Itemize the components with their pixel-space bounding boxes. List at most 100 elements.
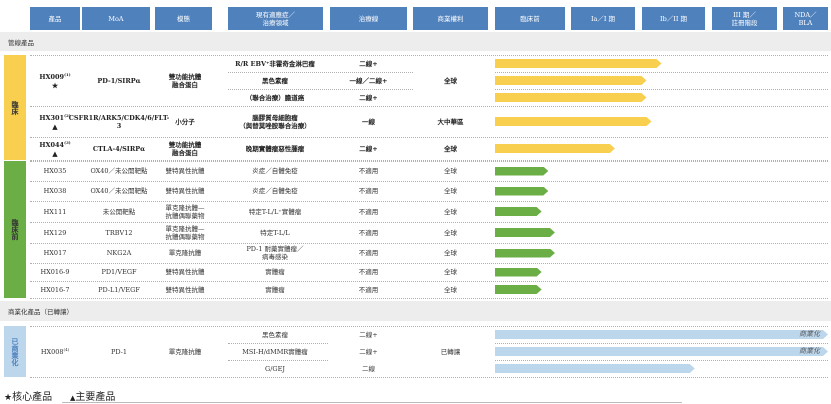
core-product-star-icon: ★	[51, 80, 59, 90]
product-code: HX044	[39, 141, 65, 150]
bar-divider	[495, 72, 828, 73]
indication-cell: G/GEJ	[265, 364, 285, 373]
bar-label: 商業化	[799, 330, 820, 338]
indication-divider	[228, 343, 328, 344]
column-header: 臨床前	[495, 7, 565, 30]
product-name: HX044(3) ▲	[30, 137, 80, 160]
moa-cell: PD1/VEGF	[101, 268, 137, 276]
column-header: NDA／ BLA	[783, 7, 828, 30]
rights-cell: 全球	[444, 76, 457, 85]
row-divider	[30, 222, 828, 223]
row-divider	[30, 298, 828, 299]
column-header: Ib／II 期	[642, 7, 705, 30]
clinical-progress-bar	[495, 76, 647, 85]
indication-cell: 特定T-L/L	[260, 228, 290, 237]
product-name: HX017	[30, 243, 80, 263]
commercialized-stage-label: 已商業化	[4, 326, 26, 377]
indication-cell: 實體瘤	[265, 268, 285, 276]
clinical-stage-label: 臨床	[4, 55, 26, 160]
footnote-ref: (1)	[64, 72, 71, 78]
column-header: 模態	[155, 7, 212, 30]
column-header: Ia／I 期	[571, 7, 635, 30]
product-code: HX301	[39, 114, 65, 123]
moa-cell: CSFR1R/ARK5/CDK4/6/FLT-3	[68, 113, 170, 130]
modality-cell: 雙特異性抗體	[165, 268, 205, 276]
clinical-progress-bar	[495, 93, 647, 102]
indication-cell: 特定T-L/L⁺實體瘤	[248, 207, 302, 216]
indication-cell: 晚期實體瘤惡性腫瘤	[245, 144, 305, 153]
preclinical-progress-bar	[495, 228, 555, 237]
preclinical-progress-bar	[495, 207, 542, 216]
moa-cell: PD-1	[110, 347, 128, 356]
indication-cell: 實體瘤	[265, 285, 285, 294]
modality-cell: 雙特異性抗體	[165, 167, 205, 175]
treatment-line-cell: 不適用	[358, 268, 379, 276]
rights-cell: 全球	[444, 249, 457, 257]
indication-divider	[228, 360, 328, 361]
commercialized-progress-bar: 商業化	[495, 330, 828, 339]
modality-cell: 單克隆抗體	[168, 347, 202, 356]
legend-label: 核心產品	[12, 392, 53, 403]
modality-cell: 雙功能抗體 融合蛋白	[168, 72, 202, 89]
product-name: HX129	[30, 222, 80, 243]
modality-cell: 雙特異性抗體	[165, 187, 205, 195]
bar-divider	[495, 343, 828, 344]
modality-cell: 雙功能抗體 融合蛋白	[168, 140, 202, 157]
preclinical-progress-bar	[495, 167, 548, 176]
commercialized-progress-bar: 商業化	[495, 347, 828, 356]
commercialized-progress-bar	[495, 364, 695, 373]
product-code: HX016-9	[40, 268, 70, 276]
column-header: III 期／ 註冊階段	[712, 7, 777, 30]
modality-cell: 單克隆抗體	[168, 249, 202, 257]
product-label: HX301(2)	[39, 112, 70, 122]
rights-cell: 全球	[444, 144, 457, 153]
legend-item: ★核心產品	[4, 388, 52, 403]
column-header: MoA	[82, 7, 150, 30]
treatment-line-cell: 不適用	[358, 167, 379, 175]
preclinical-stage-label: 臨床前	[4, 161, 26, 298]
treatment-line-cell: 二線+	[359, 330, 378, 339]
bar-label: 商業化	[799, 347, 820, 355]
treatment-line-cell: 不適用	[358, 285, 379, 294]
product-code: HX016-7	[40, 285, 70, 294]
footnote-ref: (4)	[63, 347, 70, 353]
indication-cell: MSI-H/dMMR實體瘤	[242, 347, 308, 356]
moa-cell: NKG2A	[106, 249, 132, 257]
product-label: HX008(4)	[41, 346, 69, 356]
modality-cell: 雙特異性抗體	[165, 285, 205, 294]
treatment-line-cell: 二線+	[359, 144, 378, 153]
moa-cell: OX40／未公開靶點	[90, 167, 148, 175]
modality-cell: 單克隆抗體— 抗體偶聯藥物	[165, 224, 205, 241]
product-label: HX009(1)	[39, 71, 70, 81]
modality-cell: 小分子	[175, 117, 195, 126]
footnote-ref: (2)	[64, 113, 71, 119]
triangle-icon: ▲	[70, 394, 76, 402]
section-commercial-band: 商業化產品（已轉讓）	[0, 301, 831, 321]
row-divider	[30, 326, 828, 327]
section-pipeline-band: 管線產品	[0, 32, 831, 51]
indication-cell: 腦膠質母細胞瘤 （與替莫唑胺聯合治療）	[239, 113, 311, 130]
product-name: HX035	[30, 161, 80, 181]
legend-underline	[62, 402, 682, 403]
treatment-line-cell: 不適用	[358, 187, 379, 195]
indication-cell: （聯合治療）膽道癌	[245, 93, 305, 102]
indication-cell: 黑色素瘤	[262, 330, 288, 339]
modality-cell: 單克隆抗體— 抗體偶聯藥物	[165, 203, 205, 220]
moa-cell: TRBV12	[105, 228, 133, 237]
row-divider	[30, 137, 828, 138]
row-divider	[30, 377, 828, 378]
row-divider	[30, 55, 828, 56]
clinical-progress-bar	[495, 59, 662, 68]
treatment-line-cell: 不適用	[358, 228, 379, 237]
product-code: HX009	[39, 73, 65, 82]
key-product-triangle-icon: ▲	[52, 148, 58, 158]
bar-divider	[495, 360, 828, 361]
treatment-line-cell: 二線+	[359, 93, 378, 102]
preclinical-progress-bar	[495, 285, 542, 294]
rights-cell: 全球	[444, 207, 457, 216]
treatment-line-cell: 一線	[362, 117, 375, 126]
product-name: HX016-9	[30, 263, 80, 281]
bar-divider	[495, 89, 828, 90]
footnote-ref: (3)	[64, 140, 71, 146]
preclinical-progress-bar	[495, 187, 548, 196]
